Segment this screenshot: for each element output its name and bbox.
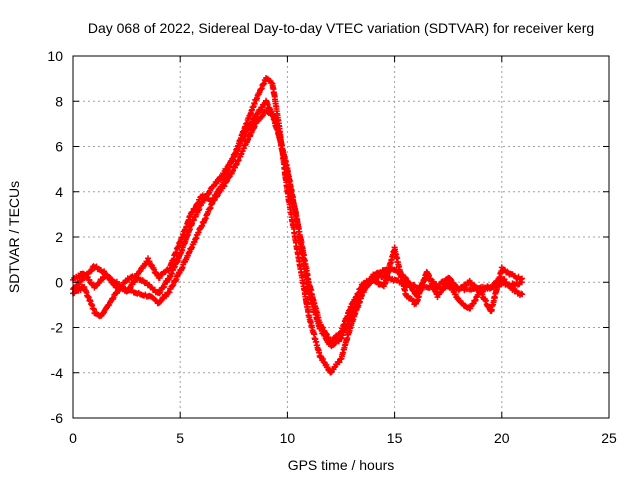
data-point <box>447 275 453 282</box>
data-point <box>519 291 526 298</box>
x-tick-label: 25 <box>601 430 617 446</box>
data-point <box>336 359 343 366</box>
y-tick-label: 6 <box>55 139 63 155</box>
x-tick-labels: 0 5 10 15 20 25 <box>69 430 617 446</box>
y-tick-label: 0 <box>55 274 63 290</box>
axis-ticks <box>72 55 610 419</box>
y-tick-label: -4 <box>51 365 64 381</box>
data-point <box>373 277 380 284</box>
y-tick-label: -6 <box>51 410 64 426</box>
data-point <box>328 369 335 376</box>
y-tick-label: 10 <box>47 48 63 64</box>
data-point <box>88 267 95 274</box>
data-point <box>113 278 120 285</box>
x-axis-label: GPS time / hours <box>288 457 395 473</box>
data-point <box>501 276 508 283</box>
y-tick-label: -2 <box>51 320 64 336</box>
y-tick-label: 2 <box>55 229 63 245</box>
data-point <box>519 275 525 282</box>
x-tick-label: 20 <box>494 430 510 446</box>
data-point <box>156 275 163 281</box>
data-point <box>161 283 168 290</box>
data-point <box>504 268 511 275</box>
x-tick-label: 10 <box>280 430 296 446</box>
series-3 <box>70 97 525 350</box>
data-point <box>512 287 519 294</box>
data-point <box>77 287 84 294</box>
y-tick-label: 4 <box>55 184 63 200</box>
x-tick-label: 0 <box>69 430 77 446</box>
data-point <box>268 79 275 86</box>
chart-title: Day 068 of 2022, Sidereal Day-to-day VTE… <box>88 20 594 36</box>
y-tick-label: 8 <box>55 93 63 109</box>
y-axis-label: SDTVAR / TECUs <box>6 181 22 293</box>
data-point <box>517 276 524 283</box>
data-point <box>110 294 117 301</box>
data-point <box>116 287 123 294</box>
data-points <box>70 75 526 376</box>
y-tick-labels: -6 -4 -2 0 2 4 6 8 10 <box>47 48 63 426</box>
x-tick-label: 5 <box>176 430 184 446</box>
x-tick-label: 15 <box>387 430 403 446</box>
data-point <box>119 283 126 290</box>
